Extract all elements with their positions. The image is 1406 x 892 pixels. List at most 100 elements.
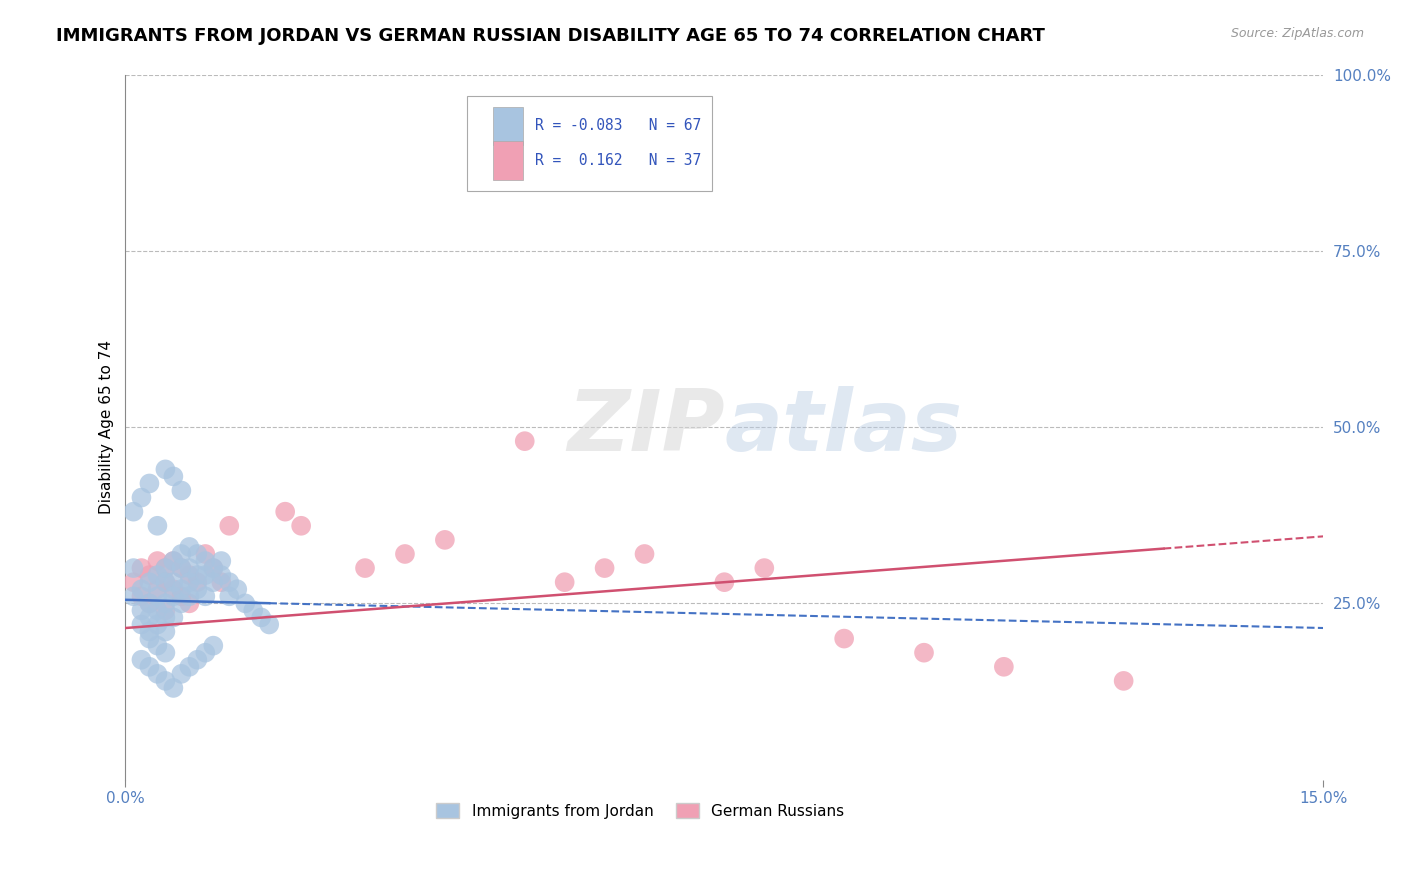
Point xyxy=(155,462,177,476)
Point xyxy=(146,617,169,632)
Point xyxy=(131,653,153,667)
Point xyxy=(593,561,616,575)
Point xyxy=(194,568,217,582)
Point xyxy=(122,589,145,603)
Point xyxy=(170,589,193,603)
Point xyxy=(122,575,145,590)
Point xyxy=(170,483,193,498)
Point xyxy=(274,505,297,519)
Point xyxy=(186,653,208,667)
Point xyxy=(170,596,193,610)
Point xyxy=(138,596,160,610)
Point xyxy=(433,533,456,547)
Point xyxy=(131,589,153,603)
Point xyxy=(138,610,160,624)
Point xyxy=(218,589,240,603)
Point xyxy=(146,518,169,533)
Point xyxy=(179,596,201,610)
Point xyxy=(250,610,273,624)
Point xyxy=(513,434,536,449)
Text: R = -0.083   N = 67: R = -0.083 N = 67 xyxy=(536,119,702,134)
Point xyxy=(202,561,225,575)
Point xyxy=(162,554,184,568)
Point xyxy=(155,624,177,639)
Point xyxy=(122,561,145,575)
Point xyxy=(209,575,232,590)
Point xyxy=(218,575,240,590)
Point xyxy=(138,596,160,610)
Text: R =  0.162   N = 37: R = 0.162 N = 37 xyxy=(536,153,702,168)
Point xyxy=(155,561,177,575)
Point xyxy=(122,505,145,519)
Point xyxy=(993,660,1015,674)
Point xyxy=(170,561,193,575)
Point xyxy=(633,547,655,561)
Point xyxy=(242,603,264,617)
Point xyxy=(194,554,217,568)
Legend: Immigrants from Jordan, German Russians: Immigrants from Jordan, German Russians xyxy=(430,797,851,825)
Point xyxy=(162,681,184,695)
Point xyxy=(186,547,208,561)
Point xyxy=(146,639,169,653)
Point xyxy=(138,624,160,639)
Y-axis label: Disability Age 65 to 74: Disability Age 65 to 74 xyxy=(100,340,114,514)
Point xyxy=(754,561,776,575)
Point xyxy=(155,603,177,617)
Point xyxy=(155,575,177,590)
Point xyxy=(186,568,208,582)
Point xyxy=(162,469,184,483)
Point xyxy=(131,582,153,597)
Point xyxy=(146,603,169,617)
Point xyxy=(257,617,280,632)
Text: atlas: atlas xyxy=(724,385,963,468)
Point xyxy=(138,568,160,582)
Point xyxy=(155,646,177,660)
Point xyxy=(290,518,312,533)
Point xyxy=(194,646,217,660)
Point xyxy=(194,589,217,603)
Point xyxy=(218,518,240,533)
Point xyxy=(155,575,177,590)
Text: Source: ZipAtlas.com: Source: ZipAtlas.com xyxy=(1230,27,1364,40)
Point xyxy=(354,561,377,575)
Point xyxy=(554,575,576,590)
Point xyxy=(146,554,169,568)
Point xyxy=(138,575,160,590)
Point xyxy=(131,561,153,575)
Point xyxy=(1112,673,1135,688)
Point xyxy=(209,568,232,582)
Point xyxy=(233,596,256,610)
Point xyxy=(131,617,153,632)
Point xyxy=(832,632,855,646)
Point xyxy=(138,660,160,674)
Point xyxy=(179,589,201,603)
Point xyxy=(155,596,177,610)
Point xyxy=(155,610,177,624)
FancyBboxPatch shape xyxy=(494,141,523,180)
Text: IMMIGRANTS FROM JORDAN VS GERMAN RUSSIAN DISABILITY AGE 65 TO 74 CORRELATION CHA: IMMIGRANTS FROM JORDAN VS GERMAN RUSSIAN… xyxy=(56,27,1045,45)
Point xyxy=(186,575,208,590)
Point xyxy=(162,589,184,603)
Point xyxy=(202,561,225,575)
Point xyxy=(146,589,169,603)
FancyBboxPatch shape xyxy=(494,107,523,145)
Point xyxy=(179,568,201,582)
Point xyxy=(179,540,201,554)
FancyBboxPatch shape xyxy=(467,95,713,191)
Point xyxy=(179,660,201,674)
Point xyxy=(170,547,193,561)
Point xyxy=(179,575,201,590)
Point xyxy=(170,561,193,575)
Point xyxy=(194,547,217,561)
Point xyxy=(170,582,193,597)
Point xyxy=(209,554,232,568)
Point xyxy=(138,476,160,491)
Point xyxy=(713,575,735,590)
Point xyxy=(170,666,193,681)
Point xyxy=(202,639,225,653)
Point xyxy=(131,491,153,505)
Text: ZIP: ZIP xyxy=(567,385,724,468)
Point xyxy=(657,173,679,187)
Point xyxy=(146,568,169,582)
Point xyxy=(146,666,169,681)
